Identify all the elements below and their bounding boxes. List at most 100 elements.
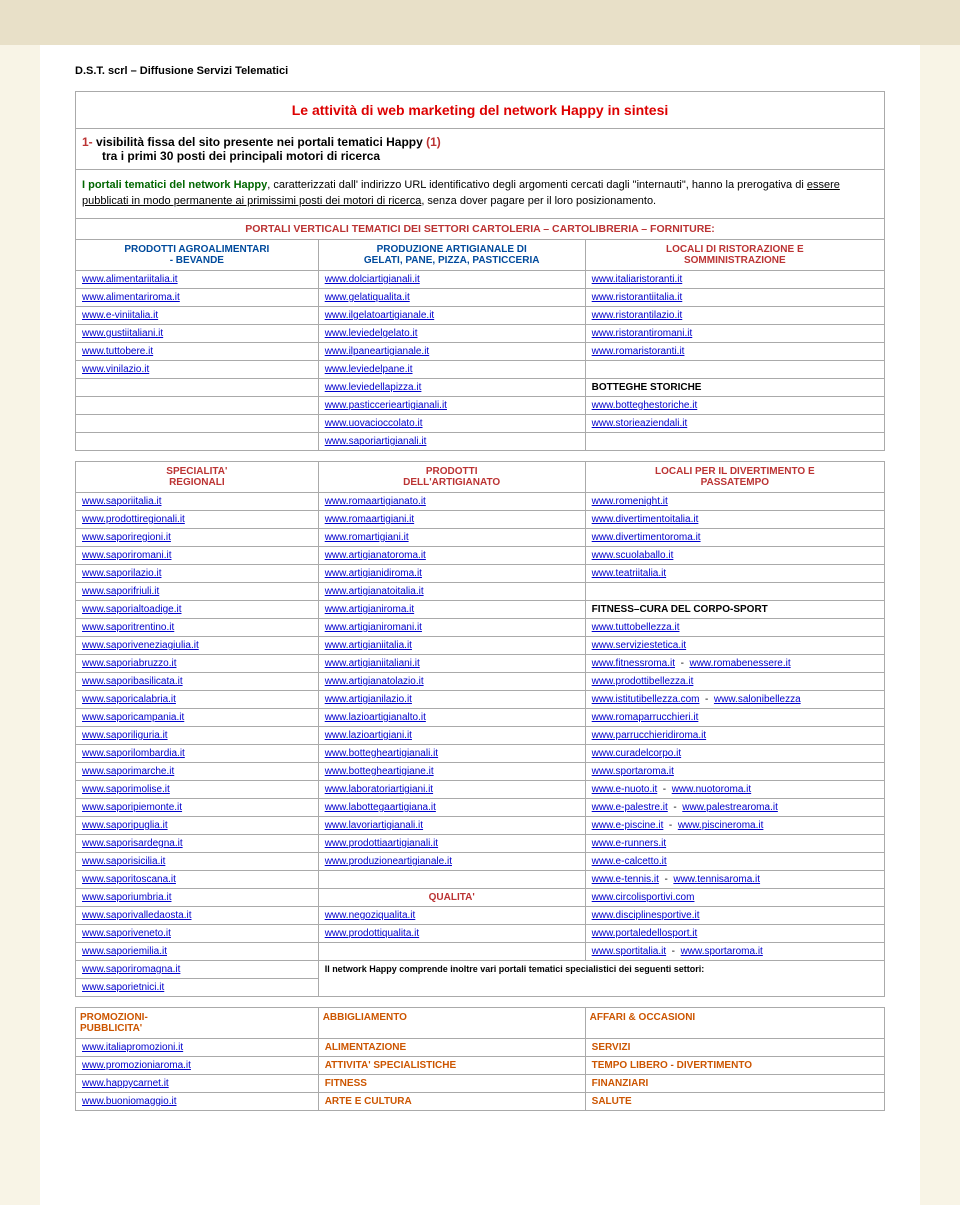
link[interactable]: www.artigianatoroma.it xyxy=(325,550,426,561)
link[interactable]: www.botteghestoriche.it xyxy=(592,400,698,411)
link[interactable]: www.saporicalabria.it xyxy=(82,694,176,705)
link[interactable]: www.lazioartigiani.it xyxy=(325,730,412,741)
link[interactable]: www.saporiitalia.it xyxy=(82,496,161,507)
link[interactable]: www.artigianiroma.it xyxy=(325,604,414,615)
table-cell: www.sportaroma.it xyxy=(585,762,884,780)
link[interactable]: www.saporiregioni.it xyxy=(82,532,171,543)
link[interactable]: www.bottegheartigiane.it xyxy=(325,766,434,777)
table-row: www.pasticcerieartigianali.it www.bottegh… xyxy=(76,396,885,414)
link[interactable]: www.saporietnici.it xyxy=(82,982,164,993)
link[interactable]: www.divertimentoitalia.it xyxy=(592,514,699,525)
link[interactable]: www.saporitoscana.it xyxy=(82,874,176,885)
link[interactable]: www.saporibasilicata.it xyxy=(82,676,183,687)
link[interactable]: www.artigianatoitalia.it xyxy=(325,586,424,597)
link[interactable]: www.saporiromagna.it xyxy=(82,964,180,975)
link[interactable]: www.saporialtoadige.it xyxy=(82,604,182,615)
link[interactable]: www.italiaristoranti.it xyxy=(592,274,683,285)
link[interactable]: www.italiapromozioni.it xyxy=(82,1042,183,1053)
link[interactable]: www.saporiumbria.it xyxy=(82,892,171,903)
link[interactable]: www.e-calcetto.it xyxy=(592,856,667,867)
link[interactable]: www.artigianilazio.it xyxy=(325,694,412,705)
link[interactable]: www.tuttobere.it xyxy=(82,346,153,357)
link[interactable]: www.romaristoranti.it xyxy=(592,346,685,357)
link[interactable]: www.curadelcorpo.it xyxy=(592,748,681,759)
table-cell: www.parrucchieridiroma.it xyxy=(585,726,884,744)
link[interactable]: www.saporiromani.it xyxy=(82,550,171,561)
link[interactable]: www.saporifriuli.it xyxy=(82,586,159,597)
link[interactable]: www.saporiliguria.it xyxy=(82,730,168,741)
link[interactable]: www.lazioartigianalto.it xyxy=(325,712,426,723)
link[interactable]: www.saporivalledaosta.it xyxy=(82,910,192,921)
link[interactable]: www.saporiemilia.it xyxy=(82,946,167,957)
link[interactable]: www.ristorantiitalia.it xyxy=(592,292,683,303)
link[interactable]: www.portaledellosport.it xyxy=(592,928,698,939)
link[interactable]: www.leviedelgelato.it xyxy=(325,328,418,339)
link[interactable]: www.saporimolise.it xyxy=(82,784,170,795)
link[interactable]: www.alimentariroma.it xyxy=(82,292,180,303)
link[interactable]: www.vinilazio.it xyxy=(82,364,149,375)
link[interactable]: www.storieaziendali.it xyxy=(592,418,688,429)
link[interactable]: www.tuttobellezza.it xyxy=(592,622,680,633)
link[interactable]: www.labottegaartigiana.it xyxy=(325,802,436,813)
link[interactable]: www.dolciartigianali.it xyxy=(325,274,420,285)
link[interactable]: www.divertimentoroma.it xyxy=(592,532,701,543)
link[interactable]: www.negoziqualita.it xyxy=(325,910,416,921)
link[interactable]: www.circolisportivi.com xyxy=(592,892,695,903)
link[interactable]: www.ristorantilazio.it xyxy=(592,310,683,321)
link[interactable]: www.happycarnet.it xyxy=(82,1078,169,1089)
link[interactable]: www.romenight.it xyxy=(592,496,668,507)
link[interactable]: www.ilpaneartigianale.it xyxy=(325,346,430,357)
link[interactable]: www.sportaroma.it xyxy=(592,766,674,777)
link[interactable]: www.saporiveneto.it xyxy=(82,928,171,939)
link[interactable]: www.romartigiani.it xyxy=(325,532,409,543)
link[interactable]: www.romaartigianato.it xyxy=(325,496,426,507)
link[interactable]: www.laboratoriartigiani.it xyxy=(325,784,433,795)
link[interactable]: www.e-viniitalia.it xyxy=(82,310,158,321)
link[interactable]: www.saporicampania.it xyxy=(82,712,184,723)
link[interactable]: www.romaparrucchieri.it xyxy=(592,712,699,723)
link[interactable]: www.prodottiaartigianali.it xyxy=(325,838,438,849)
link[interactable]: www.romaartigiani.it xyxy=(325,514,414,525)
link[interactable]: www.alimentariitalia.it xyxy=(82,274,178,285)
link[interactable]: www.pasticcerieartigianali.it xyxy=(325,400,447,411)
link[interactable]: www.parrucchieridiroma.it xyxy=(592,730,706,741)
link[interactable]: www.e-runners.it xyxy=(592,838,666,849)
link[interactable]: www.scuolaballo.it xyxy=(592,550,674,561)
link[interactable]: www.saporilazio.it xyxy=(82,568,161,579)
link[interactable]: www.leviedellapizza.it xyxy=(325,382,422,393)
link[interactable]: www.saporipiemonte.it xyxy=(82,802,182,813)
link[interactable]: www.disciplinesportive.it xyxy=(592,910,700,921)
link[interactable]: www.buoniomaggio.it xyxy=(82,1096,177,1107)
link[interactable]: www.saporimarche.it xyxy=(82,766,174,777)
link[interactable]: www.artigianidiroma.it xyxy=(325,568,422,579)
link[interactable]: www.produzioneartigianale.it xyxy=(325,856,452,867)
link[interactable]: www.ristorantiromani.it xyxy=(592,328,693,339)
link[interactable]: www.artigianiitalia.it xyxy=(325,640,412,651)
link[interactable]: www.serviziestetica.it xyxy=(592,640,686,651)
link[interactable]: www.prodottiqualita.it xyxy=(325,928,420,939)
link[interactable]: www.gustiitaliani.it xyxy=(82,328,163,339)
link[interactable]: www.leviedelpane.it xyxy=(325,364,413,375)
table-row: www.saporiromagna.itIl network Happy com… xyxy=(76,960,885,978)
link[interactable]: www.saporitrentino.it xyxy=(82,622,174,633)
link[interactable]: www.saporilombardia.it xyxy=(82,748,185,759)
link[interactable]: www.artigianiromani.it xyxy=(325,622,422,633)
link[interactable]: www.bottegheartigianali.it xyxy=(325,748,438,759)
link[interactable]: www.promozioniaroma.it xyxy=(82,1060,191,1071)
link[interactable]: www.saporiartigianali.it xyxy=(325,436,427,447)
table-cell: www.saporimolise.it xyxy=(76,780,319,798)
link[interactable]: www.saporisicilia.it xyxy=(82,856,165,867)
link[interactable]: www.teatriitalia.it xyxy=(592,568,666,579)
link[interactable]: www.lavoriartigianali.it xyxy=(325,820,423,831)
link[interactable]: www.artigianatolazio.it xyxy=(325,676,424,687)
link[interactable]: www.saporiveneziagiulia.it xyxy=(82,640,199,651)
link[interactable]: www.uovacioccolato.it xyxy=(325,418,423,429)
link[interactable]: www.saporisardegna.it xyxy=(82,838,183,849)
link[interactable]: www.saporiabruzzo.it xyxy=(82,658,176,669)
link[interactable]: www.artigianiitaliani.it xyxy=(325,658,420,669)
link[interactable]: www.prodottibellezza.it xyxy=(592,676,694,687)
link[interactable]: www.ilgelatoartigianale.it xyxy=(325,310,435,321)
link[interactable]: www.prodottiregionali.it xyxy=(82,514,185,525)
link[interactable]: www.gelatiqualita.it xyxy=(325,292,410,303)
link[interactable]: www.saporipuglia.it xyxy=(82,820,168,831)
